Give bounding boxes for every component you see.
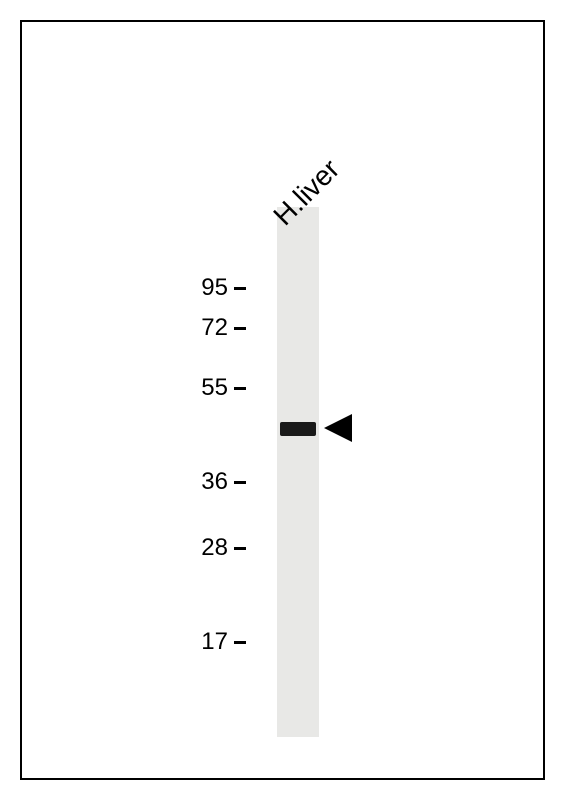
marker-tick — [234, 547, 246, 550]
blot-lane — [277, 207, 319, 737]
marker-tick — [234, 641, 246, 644]
marker-label: 55 — [184, 374, 228, 402]
marker-tick — [234, 387, 246, 390]
western-blot: H.liver 95 72 55 36 28 17 — [22, 22, 543, 778]
marker-tick — [234, 287, 246, 290]
marker-label: 36 — [184, 468, 228, 496]
protein-band — [280, 422, 316, 436]
image-frame: H.liver 95 72 55 36 28 17 — [20, 20, 545, 780]
marker-label: 17 — [184, 628, 228, 656]
marker-tick — [234, 481, 246, 484]
marker-label: 28 — [184, 534, 228, 562]
band-arrow-icon — [324, 414, 352, 442]
marker-label: 72 — [184, 314, 228, 342]
marker-tick — [234, 327, 246, 330]
marker-label: 95 — [184, 274, 228, 302]
